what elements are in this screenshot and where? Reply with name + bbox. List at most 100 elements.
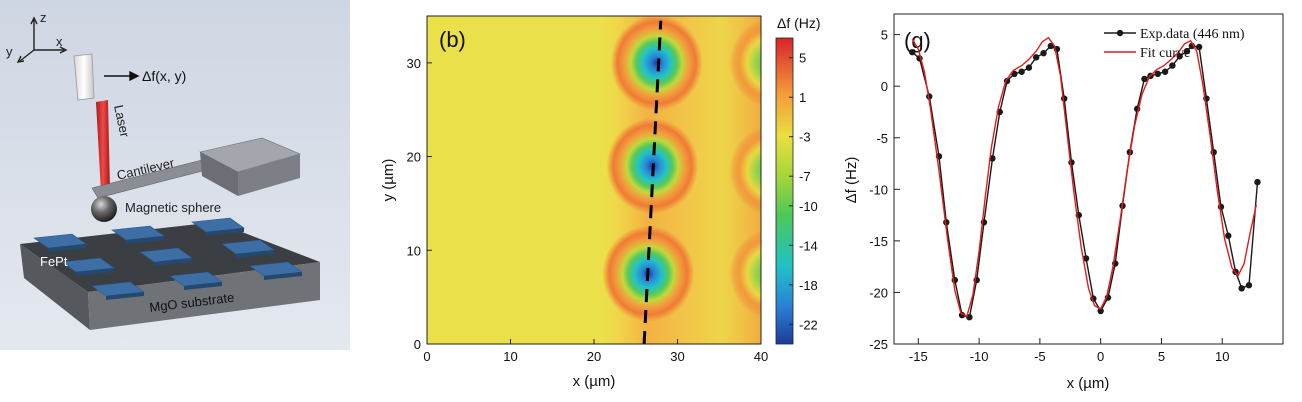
exp-data-point bbox=[1097, 307, 1104, 315]
line-chart-y-tick-label: -5 bbox=[876, 131, 888, 146]
substrate-front bbox=[88, 262, 320, 330]
line-chart-legend: Exp.data (446 nm) Fit curve bbox=[1104, 27, 1245, 61]
exp-data-point bbox=[1161, 68, 1169, 75]
fept-pad-edge bbox=[106, 292, 144, 300]
exp-data-point bbox=[1060, 95, 1068, 102]
fept-pad-array bbox=[33, 217, 303, 300]
exp-data-point bbox=[1254, 178, 1261, 186]
exp-data-point bbox=[1025, 64, 1033, 71]
heatmap-spot bbox=[729, 19, 761, 106]
exp-data-point bbox=[1047, 42, 1055, 50]
heatmap-x-tick-label: 20 bbox=[587, 349, 601, 364]
heatmap-panel-label: (b) bbox=[439, 27, 466, 52]
line-chart-x-tick-label: -15 bbox=[909, 349, 928, 364]
fept-pad-edge bbox=[264, 272, 302, 280]
line-chart-x-tick-label: -10 bbox=[970, 349, 989, 364]
axis-x-label: x bbox=[56, 34, 63, 49]
schematic-panel: z x y Δf(x, y) Laser Cantilever Magnetic… bbox=[0, 0, 350, 350]
axis-y-label: y bbox=[6, 44, 13, 59]
axis-z-label: z bbox=[40, 10, 47, 25]
signal-arrow-icon bbox=[104, 70, 140, 82]
line-chart-panel-label: (g) bbox=[904, 28, 931, 53]
colorbar-tick-label: -18 bbox=[799, 278, 818, 293]
exp-data-point bbox=[1018, 68, 1025, 75]
exp-data-point bbox=[1141, 75, 1148, 83]
fept-pad-edge bbox=[154, 258, 192, 266]
heatmap-spot bbox=[610, 16, 703, 111]
line-chart-y-tick-label: -15 bbox=[869, 234, 888, 249]
colorbar-tick-label: -22 bbox=[799, 317, 818, 332]
heatmap-x-tick-label: 40 bbox=[754, 349, 768, 364]
exp-data-point bbox=[1225, 232, 1232, 239]
fept-pad-edge bbox=[48, 244, 86, 252]
line-chart-y-tick-label: 0 bbox=[881, 79, 888, 94]
heatmap-y-tick-label: 10 bbox=[407, 243, 421, 258]
colorbar-label: Δf (Hz) bbox=[777, 15, 821, 31]
line-chart-x-tick-label: 5 bbox=[1158, 349, 1165, 364]
fit-curve-line bbox=[911, 36, 1257, 318]
heatmap-y-axis-label: y (µm) bbox=[380, 159, 397, 202]
legend-fit-label: Fit curve bbox=[1140, 46, 1190, 61]
line-chart-x-ticks: -15 -10 -5 0 5 10 bbox=[909, 338, 1229, 364]
heatmap-y-ticks: 0 10 20 30 bbox=[407, 56, 432, 352]
line-chart-frame bbox=[893, 13, 1284, 345]
heatmap-x-axis-label: x (µm) bbox=[573, 373, 616, 390]
heatmap-y-tick-label: 0 bbox=[414, 337, 421, 352]
exp-data-point bbox=[1195, 43, 1203, 51]
exp-data-point bbox=[1068, 159, 1075, 166]
line-chart-y-tick-label: 5 bbox=[881, 28, 888, 43]
exp-data-point bbox=[1245, 282, 1253, 289]
exp-data-point bbox=[909, 48, 916, 56]
heatmap-x-ticks: 0 10 20 30 40 bbox=[423, 339, 768, 364]
colorbar-ticks: 5 1 -3 -7 -10 -14 -18 -22 bbox=[789, 51, 818, 332]
colorbar-tick-label: -3 bbox=[799, 130, 811, 145]
heatmap-spot bbox=[729, 230, 761, 317]
heatmap-y-tick-label: 30 bbox=[407, 56, 421, 71]
colorbar-tick-label: -7 bbox=[799, 169, 811, 184]
heatmap-x-tick-label: 30 bbox=[670, 349, 684, 364]
laser-detector bbox=[73, 53, 95, 101]
line-chart-x-tick-label: -5 bbox=[1034, 349, 1046, 364]
exp-data-point bbox=[1033, 54, 1040, 61]
line-chart-y-tick-label: -10 bbox=[869, 182, 888, 197]
line-chart-y-ticks: 5 0 -5 -10 -15 -20 -25 bbox=[869, 28, 900, 352]
fept-pad-edge bbox=[126, 236, 164, 244]
heatmap-panel: (b) 0 10 20 30 40 0 10 20 30 x (µm) y (µm) Δf (… bbox=[380, 15, 821, 390]
heatmap-spot bbox=[729, 127, 761, 214]
signal-label: Δf(x, y) bbox=[142, 68, 186, 84]
colorbar-tick-label: 1 bbox=[799, 90, 806, 105]
fept-pad-edge bbox=[206, 228, 244, 236]
colorbar-tick-label: -10 bbox=[799, 199, 818, 214]
line-chart-series bbox=[909, 36, 1261, 321]
exp-data-point bbox=[1238, 285, 1245, 292]
legend-exp-marker bbox=[1116, 29, 1124, 37]
magnetic-sphere bbox=[91, 196, 117, 222]
scan-line bbox=[642, 20, 663, 344]
laser-label: Laser bbox=[111, 104, 133, 140]
film-label: FePt bbox=[40, 254, 68, 269]
laser-beam bbox=[96, 100, 110, 192]
cantilever-chip-side bbox=[200, 152, 238, 196]
cantilever-chip-front bbox=[238, 154, 300, 196]
line-chart-x-axis-label: x (µm) bbox=[1067, 375, 1110, 392]
exp-data-point bbox=[1176, 53, 1183, 60]
legend-exp-label: Exp.data (446 nm) bbox=[1140, 27, 1245, 42]
exp-data-line bbox=[911, 45, 1259, 319]
exp-data-point bbox=[1040, 49, 1047, 57]
substrate-side bbox=[20, 244, 90, 330]
fept-pad-edge bbox=[184, 282, 222, 290]
heatmap-x-tick-label: 10 bbox=[503, 349, 517, 364]
exp-data-point bbox=[1183, 47, 1191, 55]
fept-pad-edge bbox=[76, 268, 114, 276]
heatmap-warm-band bbox=[427, 16, 761, 344]
heatmap-x-tick-label: 0 bbox=[423, 349, 430, 364]
exp-data-point bbox=[1082, 255, 1090, 262]
sphere-label: Magnetic sphere bbox=[125, 200, 221, 215]
coordinate-axes-icon bbox=[16, 16, 68, 63]
colorbar-tick-label: 5 bbox=[799, 51, 806, 66]
exp-data-point bbox=[1169, 62, 1176, 69]
colorbar bbox=[775, 37, 794, 345]
line-chart-y-tick-label: -25 bbox=[869, 337, 888, 352]
heatmap-y-tick-label: 20 bbox=[407, 150, 421, 165]
line-chart-x-tick-label: 10 bbox=[1215, 349, 1229, 364]
